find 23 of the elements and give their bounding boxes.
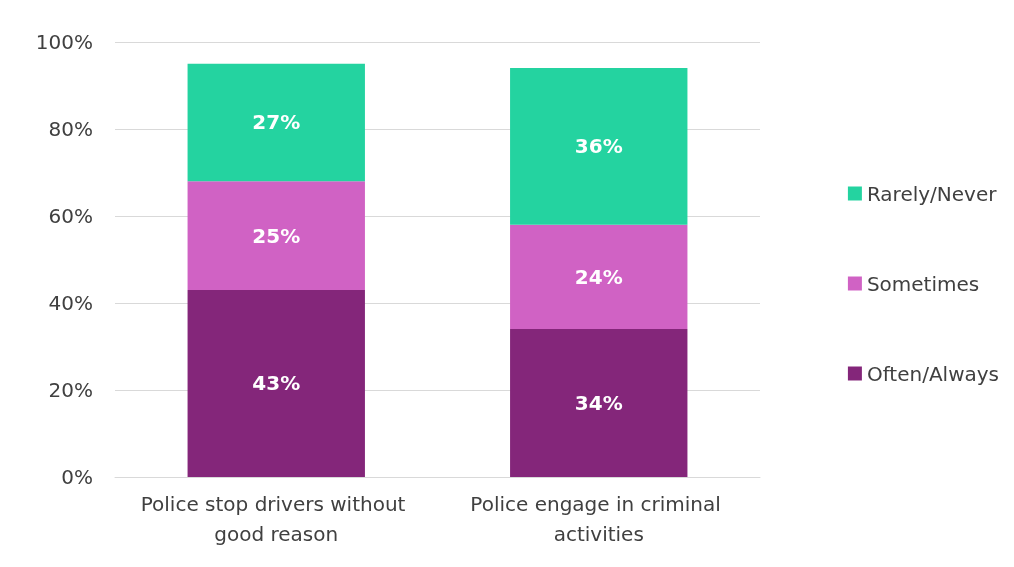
bar bbox=[510, 68, 688, 225]
y-tick-label: 40% bbox=[48, 291, 93, 315]
data-label: 25% bbox=[252, 223, 301, 248]
y-tick-label: 0% bbox=[61, 465, 93, 489]
legend-label: Rarely/Never bbox=[866, 181, 998, 206]
x-tick-label: Police engage in criminal activities bbox=[470, 492, 728, 546]
y-tick-label: 60% bbox=[48, 204, 93, 228]
bar bbox=[187, 63, 365, 182]
x-tick-label: Police stop drivers without good reason bbox=[140, 492, 412, 546]
data-label: 43% bbox=[252, 371, 301, 396]
bar bbox=[510, 224, 688, 330]
data-label: 27% bbox=[252, 110, 301, 135]
y-tick-label: 20% bbox=[48, 378, 93, 402]
data-label: 24% bbox=[574, 264, 623, 289]
data-label: 34% bbox=[574, 391, 623, 416]
legend-label: Sometimes bbox=[866, 271, 980, 296]
bar bbox=[510, 329, 688, 477]
y-tick-label: 80% bbox=[48, 117, 93, 141]
bar bbox=[187, 181, 365, 290]
data-label: 36% bbox=[574, 134, 623, 159]
legend-label: Often/Always bbox=[866, 361, 1000, 386]
bar bbox=[187, 289, 365, 477]
y-tick-label: 100% bbox=[35, 30, 93, 54]
